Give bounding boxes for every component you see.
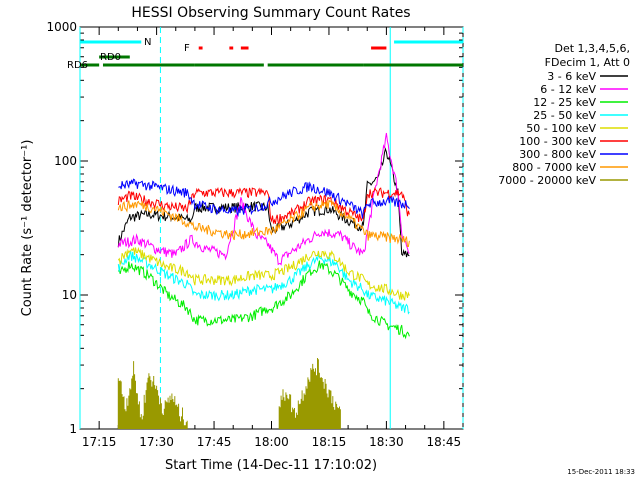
legend-label: 800 - 7000 keV — [512, 161, 596, 174]
x-tick-label: 18:15 — [312, 435, 347, 449]
legend-label: 100 - 300 keV — [519, 135, 596, 148]
flag-label: RD6 — [67, 60, 88, 71]
legend-label: 12 - 25 keV — [533, 96, 596, 109]
legend-label: 25 - 50 keV — [533, 109, 596, 122]
series-layer — [117, 132, 410, 429]
x-tick-label: 17:15 — [82, 435, 117, 449]
series-line — [117, 187, 410, 225]
legend-label: 300 - 800 keV — [519, 148, 596, 161]
x-tick-label: 18:45 — [427, 435, 462, 449]
flag-label: RD0 — [100, 52, 121, 63]
series-line — [117, 250, 410, 315]
vlines-layer — [79, 27, 464, 429]
x-tick-label: 17:30 — [139, 435, 174, 449]
x-tick-label: 17:45 — [197, 435, 232, 449]
x-axis-label: Start Time (14-Dec-11 17:10:02) — [165, 458, 377, 473]
y-tick-label: 10 — [62, 288, 77, 302]
ticks-layer: 17:15 17:30 17:45 18:00 18:15 18:30 18:45 1 10 10… — [46, 20, 464, 449]
footer-timestamp: 15-Dec-2011 18:33 — [567, 468, 635, 476]
x-tick-label: 18:00 — [254, 435, 289, 449]
y-axis-label: Count Rate (s⁻¹ detector⁻¹) — [20, 140, 35, 317]
y-tick-label: 1000 — [46, 20, 77, 34]
legend-label: 3 - 6 keV — [547, 70, 596, 83]
series-line — [117, 260, 410, 340]
legend-title: Det 1,3,4,5,6, — [554, 42, 630, 55]
series-line — [117, 246, 410, 301]
series-line — [117, 358, 341, 429]
x-tick-label: 18:30 — [369, 435, 404, 449]
legend-label: 6 - 12 keV — [540, 83, 596, 96]
legend-title: FDecim 1, Att 0 — [545, 56, 630, 69]
y-tick-label: 100 — [54, 154, 77, 168]
series-line — [117, 198, 410, 247]
series-line — [117, 147, 410, 258]
flag-label: N — [144, 37, 151, 48]
legend: Det 1,3,4,5,6,FDecim 1, Att 03 - 6 keV6 … — [498, 42, 630, 187]
y-tick-label: 1 — [69, 422, 77, 436]
legend-label: 7000 - 20000 keV — [498, 174, 596, 187]
legend-label: 50 - 100 keV — [526, 122, 596, 135]
flag-label: F — [184, 43, 190, 54]
series-line — [117, 132, 410, 266]
series-line — [118, 178, 410, 219]
flags-layer: N F RD0 RD6 — [67, 37, 463, 71]
chart-title: HESSI Observing Summary Count Rates — [131, 5, 410, 21]
